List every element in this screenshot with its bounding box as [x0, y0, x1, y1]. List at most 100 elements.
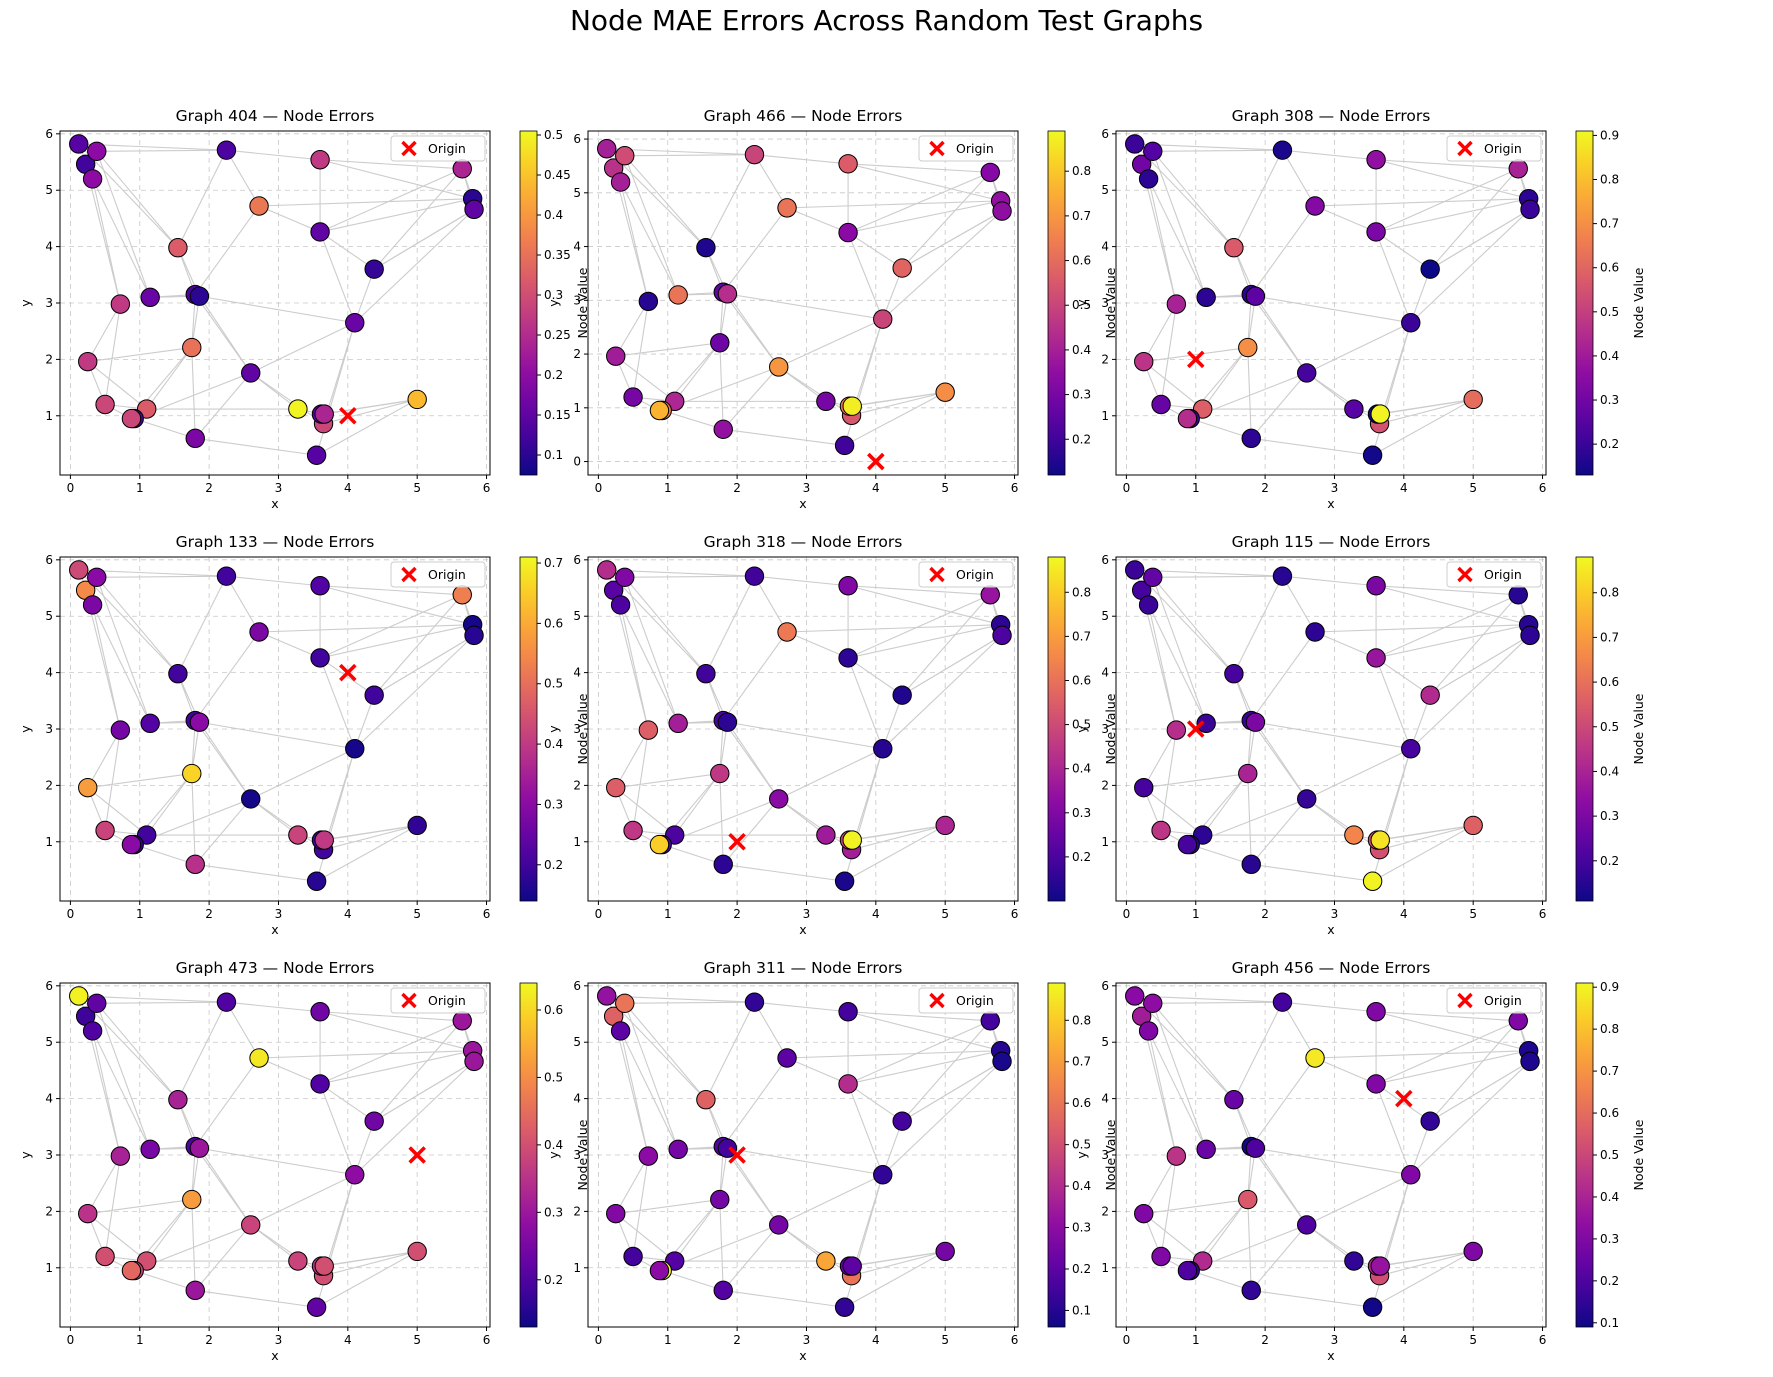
colorbar-label: Node Value	[575, 693, 590, 764]
graph-node	[597, 139, 617, 159]
origin-marker	[867, 452, 885, 471]
graph-edge	[606, 995, 707, 1101]
graph-edge	[1143, 729, 1177, 788]
graph-edge	[847, 624, 1001, 659]
colorbar-tick-label: 0.4	[544, 1138, 563, 1152]
chart-title: Graph 404 — Node Errors	[176, 107, 375, 125]
legend-label: Origin	[428, 141, 466, 156]
colorbar-tick-label: 0.45	[544, 168, 571, 182]
x-tick-label: 4	[872, 907, 880, 921]
graph-node	[873, 739, 893, 759]
y-tick-label: 1	[1101, 1261, 1109, 1275]
y-axis-label: y	[546, 1151, 561, 1159]
x-tick-label: 3	[803, 481, 811, 495]
colorbar-tick-label: 0.4	[1072, 762, 1091, 776]
graph-edge	[96, 576, 179, 675]
graph-edge	[354, 634, 475, 750]
graph-node	[69, 986, 89, 1006]
graph-edge	[373, 634, 475, 696]
graph-edge	[1410, 1060, 1531, 1176]
chart-panel: Graph 115 — Node Errors 0 1 2 3 4 5 6 1 2 3 4 5 6 x y Or…	[1074, 533, 1646, 937]
graph-node	[1366, 1074, 1386, 1094]
graph-node	[717, 284, 738, 304]
graph-edge	[1152, 149, 1283, 152]
legend-marker	[929, 992, 945, 1009]
graph-edge	[844, 748, 884, 882]
graph-edge	[1282, 575, 1377, 587]
graph-node	[189, 286, 210, 306]
axes-frame	[587, 130, 1019, 476]
x-tick-label: 1	[1192, 1333, 1200, 1347]
y-axis-label: y	[1074, 725, 1089, 733]
origin-marker	[408, 1146, 426, 1164]
graph-edge	[1429, 168, 1519, 270]
graph-edge	[1314, 205, 1377, 233]
y-tick-label: 2	[1101, 1204, 1109, 1218]
graph-node	[241, 363, 261, 383]
graph-edge	[324, 824, 418, 841]
graph-edge	[778, 1174, 883, 1226]
y-tick-label: 4	[1101, 240, 1109, 254]
graph-node	[597, 986, 617, 1006]
y-tick-label: 6	[573, 979, 581, 993]
graph-edge	[844, 824, 946, 882]
graph-edge	[1306, 322, 1411, 374]
graph-edge	[723, 428, 845, 446]
graph-node	[464, 625, 484, 646]
graph-edge	[1160, 304, 1177, 405]
graph-edge	[1375, 1083, 1431, 1122]
x-tick-label: 1	[664, 481, 672, 495]
graph-node	[1166, 1146, 1187, 1166]
graph-edge	[1148, 604, 1207, 724]
graph-node	[82, 169, 103, 189]
graph-edge	[1282, 1001, 1377, 1013]
colorbar-tick-label: 0.8	[1072, 164, 1091, 178]
graph-edge	[1143, 1213, 1204, 1262]
colorbar-tick-label: 0.5	[1072, 1138, 1091, 1152]
graph-edge	[198, 1147, 252, 1226]
graph-edge	[319, 657, 356, 749]
graph-node	[1241, 1280, 1261, 1301]
graph-edge	[194, 205, 260, 295]
colorbar-tick-label: 0.6	[544, 1003, 563, 1017]
graph-node	[1520, 625, 1540, 646]
graph-edge	[226, 1001, 321, 1013]
x-tick-label: 2	[733, 907, 741, 921]
colorbar-tick-label: 0.3	[1600, 393, 1619, 407]
graph-edge	[319, 585, 473, 626]
graph-node	[189, 1138, 210, 1158]
graph-node	[610, 172, 631, 192]
x-tick-label: 3	[1331, 481, 1339, 495]
graph-edge	[323, 398, 418, 425]
graph-node	[78, 351, 98, 372]
graph-edge	[250, 372, 324, 425]
graph-edge	[1152, 577, 1207, 724]
graph-edge	[226, 149, 321, 161]
graph-node	[310, 1074, 330, 1094]
x-tick-label: 4	[872, 1333, 880, 1347]
graph-node	[140, 287, 160, 308]
graph-edge	[786, 207, 849, 234]
graph-edge	[1429, 594, 1519, 696]
origin-marker	[339, 663, 357, 682]
x-tick-label: 4	[872, 481, 880, 495]
graph-node	[777, 622, 797, 642]
graph-node	[310, 150, 330, 170]
graph-edge	[1375, 1050, 1529, 1085]
graph-edge	[1255, 721, 1411, 750]
x-tick-label: 5	[941, 481, 949, 495]
graph-edge	[1306, 748, 1411, 800]
graph-edge	[1306, 1174, 1411, 1226]
graph-edge	[1152, 1001, 1283, 1004]
graph-edge	[1152, 576, 1235, 675]
graph-edge	[194, 798, 252, 865]
colorbar-tick-label: 0.4	[1600, 1190, 1619, 1204]
graph-node	[710, 1189, 730, 1210]
graph-node	[1305, 1048, 1325, 1068]
graph-node	[638, 291, 659, 312]
graph-edge	[316, 748, 356, 882]
graph-node	[1196, 1139, 1216, 1160]
graph-edge	[1202, 1199, 1249, 1262]
graph-edge	[319, 1083, 375, 1122]
